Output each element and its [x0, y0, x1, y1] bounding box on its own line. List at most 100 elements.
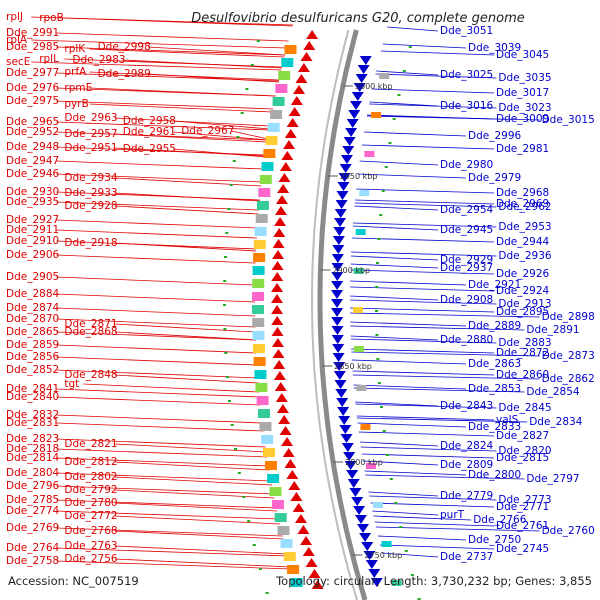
cog-category-block [256, 201, 269, 210]
reverse-gene-arrow [335, 200, 348, 209]
forward-gene-label: Dde_2985 [6, 41, 59, 53]
cog-category-block [269, 487, 282, 496]
label-leader-line [351, 359, 467, 365]
cog-category-block [290, 578, 303, 587]
feature-dot [417, 598, 421, 600]
label-leader-line [381, 552, 439, 558]
cog-category-block [265, 136, 278, 145]
reverse-gene-arrow [357, 65, 370, 74]
label-leader-line [56, 254, 256, 264]
kbp-tick-label: 2750 kbp [365, 551, 403, 560]
label-leader-line [352, 225, 439, 231]
label-leader-line [173, 148, 266, 158]
reverse-gene-label: Dde_2996 [468, 130, 522, 142]
label-leader-line [361, 453, 495, 459]
forward-gene-arrow [295, 74, 308, 83]
reverse-gene-label: Dde_2898 [542, 311, 595, 323]
reverse-gene-label: Dde_2853 [468, 383, 521, 395]
label-leader-line [64, 58, 283, 68]
reverse-gene-label: Dde_2797 [526, 473, 579, 485]
cog-category-block [275, 84, 288, 93]
label-leader-line [89, 87, 276, 97]
forward-gene-arrow [290, 96, 303, 105]
reverse-gene-label: Dde_2979 [468, 172, 521, 184]
label-leader-line [56, 46, 286, 56]
reverse-gene-label: Dde_3051 [440, 25, 493, 37]
feature-dot [377, 238, 381, 240]
reverse-gene-label: Dde_2766 [473, 514, 527, 526]
reverse-gene-arrow [354, 515, 367, 524]
label-leader-line [362, 460, 439, 466]
cog-category-block [255, 214, 268, 223]
label-leader-line [357, 422, 467, 428]
reverse-gene-arrow [338, 416, 351, 425]
forward-gene-arrow [292, 503, 305, 512]
reverse-gene-label: Dde_2860 [496, 369, 549, 381]
label-leader-line [351, 251, 497, 257]
genome-backbone-arc [317, 29, 368, 600]
feature-dot [385, 454, 389, 456]
reverse-gene-arrow [336, 398, 349, 407]
label-leader-line [56, 448, 268, 458]
kbp-tick-label: 2800 kbp [345, 458, 383, 467]
reverse-gene-arrow [339, 164, 352, 173]
reverse-gene-label: Dde_2863 [468, 358, 521, 370]
label-leader-line [375, 73, 497, 79]
forward-gene-label: Dde_2927 [6, 214, 59, 226]
feature-dot [236, 136, 240, 138]
reverse-gene-arrow [347, 479, 360, 488]
forward-gene-label: Dde_2841 [6, 383, 59, 395]
forward-gene-arrow [278, 173, 291, 182]
reverse-gene-arrow [333, 371, 346, 380]
accession-text: Accession: NC_007519 [8, 574, 139, 588]
label-leader-line [122, 59, 282, 69]
cog-category-block [272, 500, 284, 509]
forward-gene-arrow [271, 294, 284, 303]
reverse-gene-label: Dde_2945 [440, 224, 493, 236]
label-leader-line [56, 356, 258, 366]
forward-gene-label: Dde_2796 [6, 480, 60, 492]
forward-gene-arrow [271, 283, 284, 292]
forward-gene-label: Dde_2933 [64, 187, 117, 199]
label-leader-line [369, 103, 497, 109]
forward-gene-arrow [284, 129, 297, 138]
forward-gene-label: Dde_2934 [64, 172, 118, 184]
reverse-gene-label: Dde_2908 [440, 294, 493, 306]
feature-dot [237, 472, 241, 474]
forward-gene-arrow [306, 30, 319, 39]
reverse-gene-arrow [331, 299, 344, 308]
forward-gene-arrow [271, 338, 284, 347]
label-leader-line [382, 43, 467, 49]
forward-gene-label: pyrB [64, 98, 88, 110]
forward-gene-label: Dde_2947 [6, 155, 59, 167]
reverse-gene-label: Dde_2773 [498, 494, 551, 506]
feature-dot [252, 544, 256, 546]
label-leader-line [89, 48, 285, 58]
reverse-gene-label: Dde_2862 [542, 373, 595, 385]
label-leader-line [56, 131, 268, 141]
label-leader-line [377, 535, 467, 541]
reverse-gene-label: Dde_2800 [468, 469, 521, 481]
reverse-gene-arrow [363, 551, 376, 560]
label-leader-line [114, 476, 273, 486]
forward-gene-arrow [288, 481, 301, 490]
forward-gene-label: Dde_2961 [123, 126, 176, 138]
label-leader-line [360, 446, 497, 452]
feature-dot [382, 430, 386, 432]
reverse-gene-arrow [334, 218, 347, 227]
forward-gene-arrow [276, 404, 289, 413]
reverse-gene-label: Dde_3045 [496, 49, 549, 61]
feature-dot [394, 502, 398, 504]
feature-dot [392, 118, 396, 120]
label-leader-line [56, 547, 288, 557]
reverse-gene-label: Dde_2921 [468, 279, 521, 291]
forward-gene-label: Dde_2989 [98, 68, 151, 80]
cog-category-block [263, 149, 276, 158]
forward-gene-arrow [290, 492, 303, 501]
forward-gene-arrow [275, 393, 288, 402]
label-leader-line [114, 133, 268, 143]
forward-gene-label: Dde_2958 [123, 115, 176, 127]
forward-gene-label: Dde_2814 [6, 452, 60, 464]
kbp-tick-label: 2900 kbp [332, 266, 370, 275]
